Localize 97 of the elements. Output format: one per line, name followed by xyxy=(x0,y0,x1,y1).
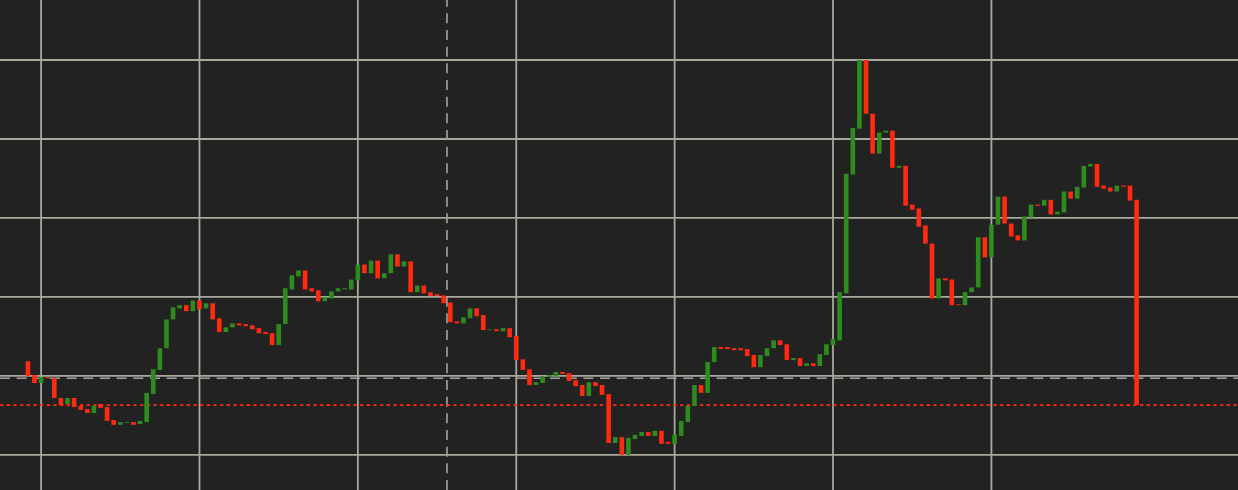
candlestick xyxy=(1048,199,1054,215)
candlestick xyxy=(593,382,598,387)
candlestick xyxy=(903,165,908,206)
candlestick xyxy=(936,278,941,299)
candlestick xyxy=(527,369,532,385)
candlestick xyxy=(579,384,585,397)
candlestick xyxy=(480,315,486,331)
candlestick xyxy=(771,340,776,349)
candlestick xyxy=(540,376,545,383)
candlestick xyxy=(1088,163,1093,167)
candlestick xyxy=(969,287,974,293)
candlestick xyxy=(520,359,526,370)
candlestick xyxy=(989,224,994,258)
candlestick xyxy=(890,130,895,168)
candlestick xyxy=(909,204,915,210)
candlestick xyxy=(546,375,552,378)
candlestick xyxy=(282,288,288,325)
candlestick xyxy=(263,332,268,335)
candlestick xyxy=(329,291,334,299)
candlestick xyxy=(533,382,539,385)
candlestick xyxy=(942,278,948,281)
candlestick xyxy=(738,348,743,351)
candlestick xyxy=(513,336,519,361)
candlestick xyxy=(447,302,453,323)
candlestick xyxy=(84,409,90,414)
candlestick xyxy=(705,362,710,393)
candlestick xyxy=(1022,216,1027,241)
candlestick xyxy=(348,279,354,290)
candlestick xyxy=(804,363,809,367)
candlestick xyxy=(916,208,922,227)
candlestick xyxy=(223,327,229,333)
candlestick xyxy=(810,363,816,367)
candlestick xyxy=(276,324,281,346)
candlestick xyxy=(111,420,116,425)
candlestick xyxy=(414,285,420,293)
candlestick xyxy=(791,358,796,361)
candlestick xyxy=(975,237,981,288)
candlestick xyxy=(1114,185,1120,192)
candlestick xyxy=(216,318,222,333)
candlestick xyxy=(678,420,684,436)
candlestick xyxy=(645,431,651,436)
candlestick xyxy=(131,422,136,425)
candlestick xyxy=(639,431,644,436)
candlestick xyxy=(177,305,182,309)
candlestick xyxy=(843,173,849,294)
candlestick xyxy=(711,347,717,363)
candlestick xyxy=(65,398,70,404)
candlestick xyxy=(395,254,400,267)
candlestick xyxy=(150,369,156,395)
candlestick xyxy=(626,437,631,455)
candlestick xyxy=(210,303,215,320)
candlestick xyxy=(428,292,433,297)
candlestick xyxy=(876,132,882,154)
candlestick xyxy=(837,292,842,341)
candlestick xyxy=(441,295,446,304)
candlestick xyxy=(144,392,149,423)
candlestick xyxy=(51,378,57,398)
candlestick xyxy=(560,371,565,374)
candlestick xyxy=(315,290,321,302)
candlestick xyxy=(1041,199,1047,206)
candlestick xyxy=(408,261,413,293)
candlestick xyxy=(923,225,928,244)
candlestick xyxy=(659,430,664,444)
candlestick xyxy=(606,394,611,444)
candlestick xyxy=(296,270,301,277)
candlestick xyxy=(461,317,466,324)
candlestick xyxy=(573,380,578,387)
candlestick xyxy=(1101,185,1106,189)
candlestick xyxy=(1002,196,1007,224)
candlestick xyxy=(507,328,512,338)
candlestick xyxy=(824,344,829,355)
candlestick xyxy=(612,437,618,444)
candlestick xyxy=(758,354,763,368)
candlestick xyxy=(32,375,37,383)
candlestick xyxy=(857,60,862,129)
candlestick xyxy=(725,347,730,350)
candlestick xyxy=(183,305,189,312)
candlestick xyxy=(164,319,169,349)
candlestick xyxy=(243,324,248,327)
candlestick xyxy=(197,300,202,310)
candlestick xyxy=(692,384,697,406)
candlestick xyxy=(401,261,407,267)
candlestick xyxy=(249,325,255,330)
candlestick xyxy=(230,323,235,328)
candlestick xyxy=(672,434,677,444)
candlestick xyxy=(117,422,123,425)
candlestick xyxy=(381,273,387,279)
candlestick xyxy=(474,308,479,317)
candlestick xyxy=(777,340,783,346)
candlestick xyxy=(494,329,499,332)
candlestick xyxy=(190,300,196,312)
candlestick xyxy=(375,260,380,279)
candlestick xyxy=(870,113,875,154)
candlestick xyxy=(309,288,314,292)
candlestick xyxy=(362,264,367,274)
candlestick xyxy=(1068,191,1073,199)
candlestick xyxy=(744,349,750,357)
